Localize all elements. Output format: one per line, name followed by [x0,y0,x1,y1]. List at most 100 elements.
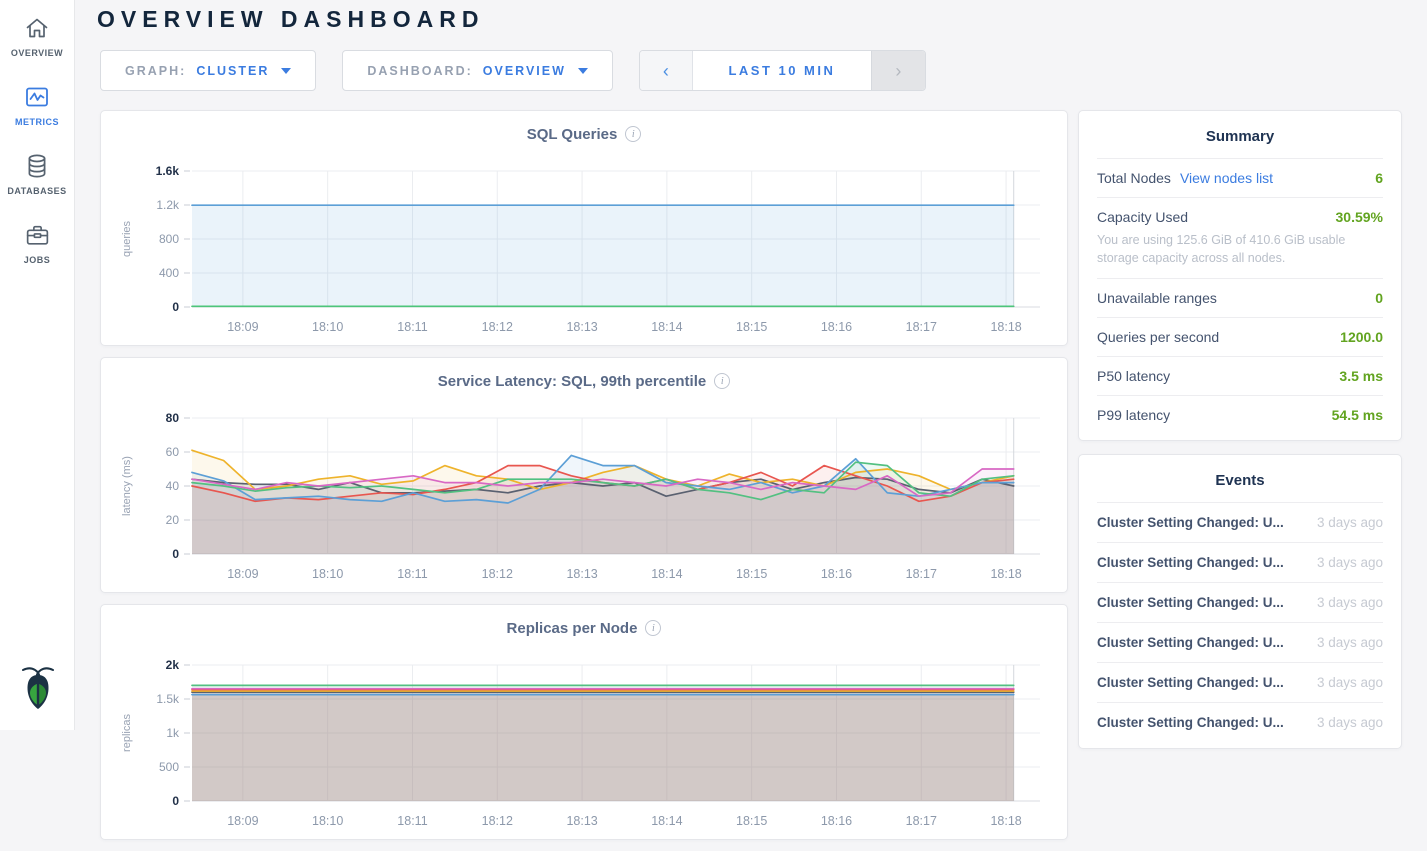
svg-text:queries: queries [121,220,133,257]
summary-label: Capacity Used [1097,209,1189,225]
info-icon[interactable]: i [625,126,642,142]
summary-value: 3.5 ms [1339,368,1383,385]
service-latency-panel: Service Latency: SQL, 99th percentile i … [100,357,1068,593]
right-column: Summary Total Nodes View nodes list 6 Ca… [1078,110,1402,750]
event-timestamp: 3 days ago [1316,595,1383,611]
svg-text:18:17: 18:17 [906,814,937,828]
sidebar-item-label: DATABASES [7,186,67,196]
sidebar: OVERVIEW METRICS DATABASES [0,0,75,730]
svg-text:18:11: 18:11 [397,567,427,581]
sidebar-item-label: METRICS [15,117,59,127]
events-title: Events [1215,472,1265,490]
time-next-button: › [870,51,925,90]
svg-text:1.5k: 1.5k [156,692,180,706]
summary-value: 30.59% [1335,209,1383,225]
event-row: Cluster Setting Changed: U... 3 days ago [1097,702,1383,742]
event-row: Cluster Setting Changed: U... 3 days ago [1097,622,1383,662]
event-timestamp: 3 days ago [1316,515,1383,531]
summary-row-unavailable-ranges: Unavailable ranges 0 [1097,278,1383,317]
summary-row-qps: Queries per second 1200.0 [1097,317,1383,356]
svg-text:18:15: 18:15 [736,320,767,334]
sidebar-item-label: JOBS [23,255,51,265]
metrics-icon [23,84,51,110]
summary-row-p50: P50 latency 3.5 ms [1097,356,1383,395]
summary-row-total-nodes: Total Nodes View nodes list 6 [1097,158,1383,197]
svg-text:18:18: 18:18 [990,567,1021,581]
chevron-down-icon [281,67,292,74]
svg-text:18:12: 18:12 [482,814,513,828]
chart-title: SQL Queries [526,125,618,143]
svg-text:18:16: 18:16 [821,567,852,581]
svg-text:0: 0 [172,300,179,314]
event-timestamp: 3 days ago [1316,675,1383,691]
summary-panel: Summary Total Nodes View nodes list 6 Ca… [1078,110,1402,442]
summary-title: Summary [1205,128,1275,145]
summary-value: 6 [1375,170,1383,186]
dashboard-dropdown-value: OVERVIEW [482,63,566,78]
svg-text:1.6k: 1.6k [156,164,180,178]
time-prev-button[interactable]: ‹ [639,51,693,90]
event-timestamp: 3 days ago [1316,635,1383,651]
summary-row-capacity: Capacity Used 30.59% You are using 125.6… [1097,197,1383,278]
sidebar-item-metrics[interactable]: METRICS [0,69,74,138]
graph-dropdown[interactable]: GRAPH: CLUSTER [100,50,317,91]
charts-column: SQL Queries i 0 400 800 1.2k 1.6k 18:09 18:10 1… [100,110,1068,851]
svg-text:18:11: 18:11 [397,814,427,828]
event-row: Cluster Setting Changed: U... 3 days ago [1097,582,1383,622]
page-title: OVERVIEW DASHBOARD [97,6,485,32]
event-timestamp: 3 days ago [1316,715,1383,731]
summary-label: Total Nodes [1097,170,1171,186]
info-icon[interactable]: i [714,373,731,389]
graph-dropdown-label: GRAPH: [125,63,187,78]
info-icon[interactable]: i [645,620,662,636]
cockroachdb-logo [0,664,75,718]
svg-text:18:09: 18:09 [227,320,258,334]
svg-text:18:11: 18:11 [397,320,427,334]
sql-queries-chart: 0 400 800 1.2k 1.6k 18:09 18:10 18:11 18:12 18:13… [121,164,1040,334]
events-panel: Events Cluster Setting Changed: U... 3 d… [1078,454,1402,750]
event-title: Cluster Setting Changed: U... [1097,675,1284,691]
graph-dropdown-value: CLUSTER [196,63,270,78]
event-row: Cluster Setting Changed: U... 3 days ago [1097,662,1383,702]
svg-text:2k: 2k [166,658,180,672]
svg-text:18:09: 18:09 [227,567,258,581]
event-timestamp: 3 days ago [1316,555,1383,571]
event-row: Cluster Setting Changed: U... 3 days ago [1097,502,1383,542]
view-nodes-list-link[interactable]: View nodes list [1179,170,1274,186]
svg-text:0: 0 [172,794,179,808]
home-icon [23,15,51,41]
replicas-per-node-chart: 0 500 1k 1.5k 2k 18:09 18:10 18:11 18:12 18:13 18:… [121,658,1040,828]
svg-text:18:15: 18:15 [736,814,767,828]
sql-queries-panel: SQL Queries i 0 400 800 1.2k 1.6k 18:09 18:10 1… [100,110,1068,346]
replicas-per-node-panel: Replicas per Node i 0 500 1k 1.5k 2k 18:09 18:… [100,604,1068,840]
svg-text:18:14: 18:14 [651,320,682,334]
time-range-selector: ‹ LAST 10 MIN › [638,50,926,91]
dashboard-dropdown-label: DASHBOARD: [367,63,473,78]
svg-text:latency (ms): latency (ms) [121,456,133,516]
svg-text:1.2k: 1.2k [156,198,180,212]
event-title: Cluster Setting Changed: U... [1097,515,1284,531]
sidebar-item-overview[interactable]: OVERVIEW [0,0,74,69]
event-title: Cluster Setting Changed: U... [1097,635,1284,651]
svg-text:18:12: 18:12 [482,567,513,581]
sidebar-item-label: OVERVIEW [10,48,64,58]
svg-text:800: 800 [159,232,179,246]
svg-text:60: 60 [166,445,180,459]
summary-label: P50 latency [1097,368,1171,385]
svg-text:18:10: 18:10 [312,814,343,828]
dashboard-dropdown[interactable]: DASHBOARD: OVERVIEW [342,50,613,91]
event-row: Cluster Setting Changed: U... 3 days ago [1097,542,1383,582]
sidebar-item-databases[interactable]: DATABASES [0,138,74,207]
svg-text:18:15: 18:15 [736,567,767,581]
summary-value: 0 [1375,290,1383,307]
capacity-note: You are using 125.6 GiB of 410.6 GiB usa… [1097,233,1346,266]
sidebar-item-jobs[interactable]: JOBS [0,207,74,276]
summary-label: P99 latency [1097,407,1171,424]
summary-label: Queries per second [1097,329,1220,346]
event-title: Cluster Setting Changed: U... [1097,595,1284,611]
time-range-label[interactable]: LAST 10 MIN [692,51,871,90]
svg-text:18:14: 18:14 [651,814,682,828]
database-icon [24,153,50,179]
svg-text:18:14: 18:14 [651,567,682,581]
service-latency-chart: 0 20 40 60 80 18:09 18:10 18:11 18:12 18:13 18:14 1… [121,411,1040,581]
